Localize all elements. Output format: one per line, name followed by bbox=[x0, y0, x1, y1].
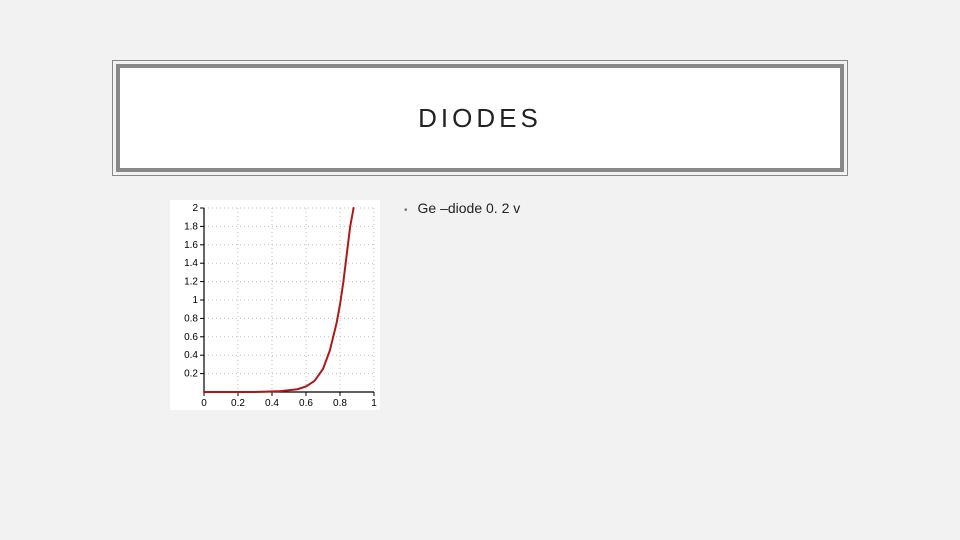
svg-text:0.4: 0.4 bbox=[184, 350, 198, 361]
diode-iv-chart: 0 0.2 0.4 0.6 0.8 1 0.2 0.4 0.6 0.8 1 1.2 1.4 1.6 1.8 2 bbox=[170, 200, 380, 410]
svg-text:0.2: 0.2 bbox=[184, 369, 198, 380]
page-title: DIODES bbox=[418, 103, 542, 134]
bullet-list: • Ge –diode 0. 2 v bbox=[404, 200, 520, 410]
content-row: 0 0.2 0.4 0.6 0.8 1 0.2 0.4 0.6 0.8 1 1.2 1.4 1.6 1.8 2… bbox=[170, 200, 810, 410]
bullet-text: Ge –diode 0. 2 v bbox=[418, 200, 521, 216]
svg-text:1.6: 1.6 bbox=[184, 240, 198, 251]
svg-text:0.2: 0.2 bbox=[231, 398, 245, 409]
svg-text:1.2: 1.2 bbox=[184, 277, 198, 288]
svg-text:0.6: 0.6 bbox=[184, 332, 198, 343]
svg-text:0: 0 bbox=[201, 398, 207, 409]
svg-text:1: 1 bbox=[192, 295, 198, 306]
chart-svg: 0 0.2 0.4 0.6 0.8 1 0.2 0.4 0.6 0.8 1 1.2 1.4 1.6 1.8 2 bbox=[170, 200, 380, 410]
svg-text:0.4: 0.4 bbox=[265, 398, 279, 409]
svg-text:1: 1 bbox=[371, 398, 377, 409]
svg-text:0.8: 0.8 bbox=[184, 313, 198, 324]
svg-text:0.6: 0.6 bbox=[299, 398, 313, 409]
svg-text:1.8: 1.8 bbox=[184, 221, 198, 232]
bullet-icon: • bbox=[404, 204, 408, 218]
svg-text:1.4: 1.4 bbox=[184, 258, 198, 269]
title-frame: DIODES bbox=[116, 64, 844, 172]
svg-text:2: 2 bbox=[192, 203, 198, 214]
list-item: • Ge –diode 0. 2 v bbox=[404, 200, 520, 218]
svg-text:0.8: 0.8 bbox=[333, 398, 347, 409]
